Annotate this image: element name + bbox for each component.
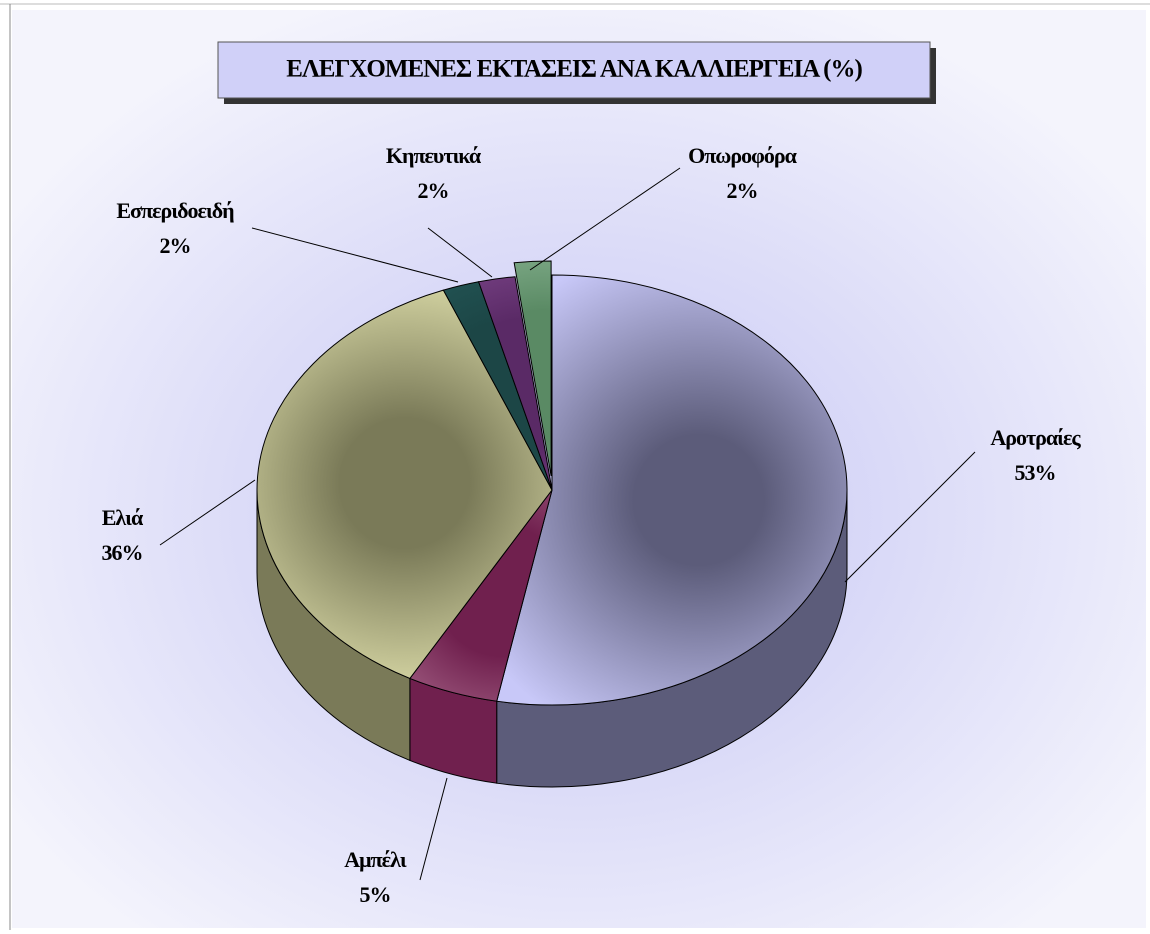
pie <box>256 260 848 788</box>
slice-label: Ελιά <box>102 505 144 530</box>
slice-label: Οπωροφόρα <box>688 143 798 168</box>
leader-line <box>251 227 459 283</box>
leader-line <box>844 451 976 583</box>
value-label: 2% <box>160 233 191 258</box>
value-label: 36% <box>102 540 143 565</box>
leader-line <box>419 777 448 881</box>
leader-line <box>427 227 493 278</box>
value-label: 2% <box>727 178 758 203</box>
value-label: 5% <box>360 882 391 907</box>
slice <box>256 289 553 680</box>
value-label: 2% <box>418 178 449 203</box>
leader-line <box>529 167 681 271</box>
slice <box>496 274 848 706</box>
leader-line <box>159 479 256 546</box>
slice-label: Κηπευτικά <box>386 143 482 168</box>
slice-label: Αροτραίες <box>990 425 1081 450</box>
title-box <box>217 41 931 99</box>
value-label: 53% <box>1015 460 1056 485</box>
slice-label: Αμπέλι <box>344 847 407 872</box>
slice <box>513 260 552 477</box>
slice-label: Εσπεριδοειδή <box>116 198 234 223</box>
chart-title: ΕΛΕΓΧΟΜΕΝΕΣ ΕΚΤΑΣΕΙΣ ΑΝΑ ΚΑΛΛΙΕΡΓΕΙΑ (%) <box>286 56 862 83</box>
slice <box>477 276 553 491</box>
